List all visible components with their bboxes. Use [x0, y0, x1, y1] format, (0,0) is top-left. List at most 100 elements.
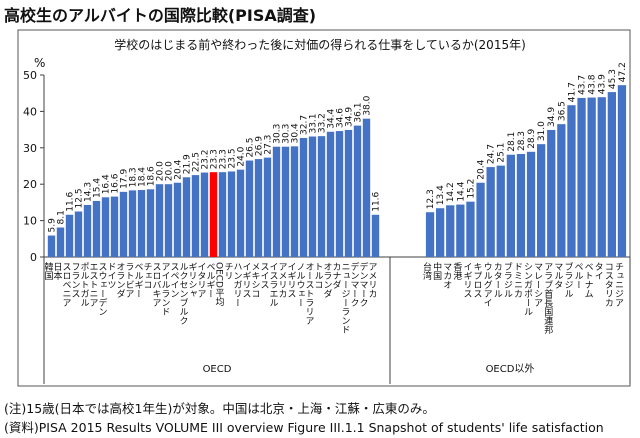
- data-label: 28.1: [507, 132, 517, 152]
- data-label: 45.3: [608, 69, 618, 89]
- data-label: 26.9: [255, 136, 265, 156]
- data-label: 23.5: [228, 148, 238, 168]
- bar: [128, 190, 137, 257]
- x-tick-label: ドイツ: [106, 262, 117, 289]
- bar: [597, 97, 606, 257]
- data-label: 23.3: [219, 149, 229, 169]
- x-tick-label: スイス: [259, 262, 270, 289]
- bar: [146, 189, 155, 257]
- bar: [486, 167, 495, 257]
- page-title: 高校生のアルバイトの国際比較(PISA調査): [4, 6, 317, 25]
- bar: [83, 204, 92, 257]
- bar: [476, 182, 485, 257]
- bar: [557, 124, 566, 257]
- x-tick-label: オランダ: [322, 262, 333, 298]
- data-label: 18.6: [147, 166, 157, 186]
- bar: [526, 151, 536, 257]
- x-tick-label: 台湾: [421, 261, 432, 281]
- bar: [227, 171, 236, 257]
- footnote: (注)15歳(日本では高校1年生)が対象。中国は北京・上海・江蘇・広東のみ。: [4, 401, 435, 416]
- group-label-oecd: OECD: [203, 364, 232, 375]
- x-tick-label: ドミニカ: [512, 262, 523, 298]
- bar: [263, 157, 272, 257]
- x-tick-label: スウェーデン: [97, 262, 108, 316]
- bar: [353, 125, 362, 257]
- data-label: 5.9: [48, 218, 58, 233]
- x-tick-label: イギリス: [286, 262, 297, 298]
- bar: [537, 144, 546, 257]
- bar: [308, 136, 317, 257]
- bar: [516, 153, 526, 257]
- x-tick-label: 韓国: [43, 262, 54, 281]
- x-tick-label: ラトビア: [124, 262, 134, 298]
- data-label: 38.0: [363, 95, 373, 115]
- x-tick-label: キプロス: [472, 262, 482, 298]
- data-label: 34.9: [345, 107, 355, 127]
- x-tick-label: 日本: [52, 262, 63, 281]
- data-label: 12.3: [426, 189, 436, 209]
- x-tick-label: イタリア: [196, 262, 207, 298]
- y-tick-label: 40: [23, 105, 37, 118]
- x-tick-label: アメリカ: [367, 262, 377, 298]
- x-tick-label: イギリス: [241, 262, 252, 298]
- bar: [182, 177, 191, 257]
- data-label: 34.9: [547, 107, 557, 127]
- bar: [567, 105, 576, 257]
- x-tick-label: スロバキア: [151, 262, 162, 307]
- x-tick-label: イギリス: [461, 262, 472, 298]
- chart-title: 学校のはじまる前や終わった後に対価の得られる仕事をしているか(2015年): [114, 38, 526, 52]
- data-label: 15.4: [93, 178, 103, 198]
- bar: [47, 235, 56, 257]
- bar: [173, 182, 182, 257]
- bar: [506, 154, 515, 257]
- data-label: 32.7: [300, 115, 310, 135]
- bar: [425, 212, 435, 257]
- data-label: 12.5: [75, 188, 85, 208]
- bar: [218, 172, 227, 257]
- bar: [272, 146, 281, 257]
- data-label: 20.4: [477, 159, 487, 179]
- data-label: 11.6: [66, 191, 76, 211]
- data-label: 13.4: [436, 185, 446, 205]
- data-label: 17.9: [120, 169, 130, 189]
- x-tick-label: ルクセンブルク: [178, 262, 189, 325]
- data-label: 31.0: [537, 121, 547, 141]
- data-label: 24.7: [487, 144, 497, 164]
- bar: [110, 196, 119, 257]
- x-tick-label: ベルギー: [133, 262, 144, 298]
- group-label-non-oecd: OECD以外: [486, 363, 535, 375]
- y-tick-label: 50: [23, 69, 37, 82]
- data-label: 47.2: [618, 62, 628, 82]
- bar: [577, 97, 586, 257]
- x-tick-label: カナダ: [331, 262, 342, 289]
- bar: [344, 129, 353, 257]
- data-label: 8.1: [57, 210, 67, 224]
- data-label: 11.6: [372, 191, 382, 211]
- data-label: 18.3: [129, 167, 139, 187]
- x-tick-label: チェコ: [142, 262, 153, 289]
- data-label: 34.6: [336, 108, 346, 128]
- bar: [299, 137, 308, 257]
- data-label: 14.2: [446, 182, 456, 202]
- bar: [436, 208, 445, 257]
- bar: [119, 191, 128, 257]
- data-label: 36.1: [354, 103, 364, 123]
- data-label: 20.0: [165, 161, 175, 181]
- x-tick-label: イスラエル: [268, 262, 279, 307]
- data-label: 41.7: [567, 82, 577, 102]
- x-tick-label: ウルグアイ: [482, 262, 493, 307]
- bar: [456, 204, 465, 257]
- y-tick-label: 20: [23, 178, 37, 191]
- bar: [155, 184, 164, 257]
- x-tick-label: チュニジア: [613, 262, 624, 307]
- data-label: 28.9: [527, 128, 537, 148]
- data-label: 23.3: [210, 149, 220, 169]
- data-label: 30.4: [291, 123, 301, 143]
- bar: [617, 85, 627, 257]
- bar: [547, 129, 556, 257]
- source-note: (資料)PISA 2015 Results VOLUME III overvie…: [4, 420, 604, 435]
- x-tick-label: ノルウェー: [295, 262, 306, 307]
- bar: [65, 214, 74, 257]
- data-label: 14.3: [84, 182, 94, 202]
- data-label: 18.4: [138, 167, 148, 187]
